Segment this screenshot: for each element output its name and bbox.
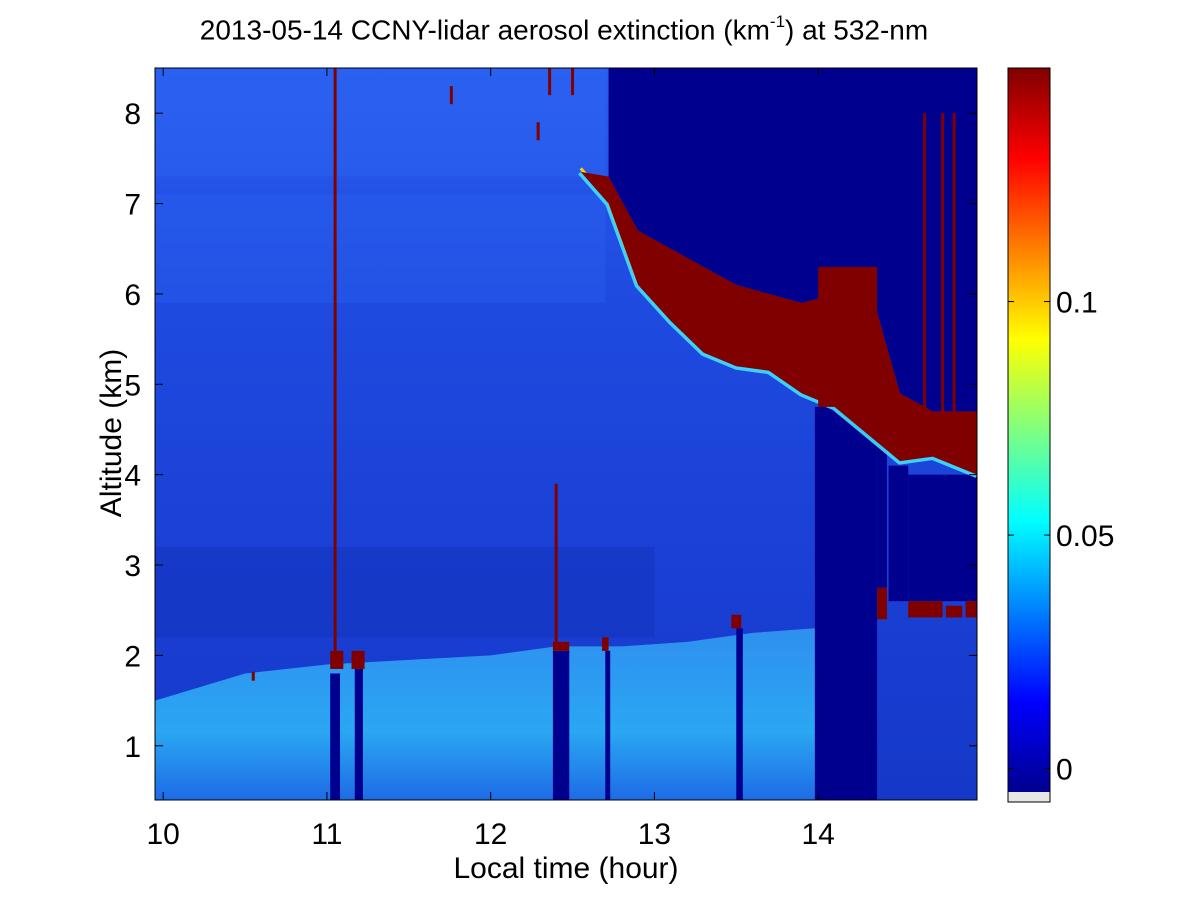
colorbar-tick-label-2: 0.1	[1056, 287, 1098, 320]
chart-title-superscript: -1	[769, 12, 786, 31]
y-tick-label-0: 1	[124, 731, 141, 764]
clean-layer-band	[155, 546, 655, 638]
no-data-column-0	[330, 673, 341, 800]
y-tick-label-7: 8	[124, 98, 141, 131]
chart-title-end: ) at 532-nm	[785, 14, 929, 46]
x-tick-label-2: 12	[474, 818, 507, 851]
y-tick-label-6: 7	[124, 189, 141, 222]
x-tick-label-3: 13	[638, 818, 671, 851]
colorbar: 0 0.05 0.1	[1007, 67, 1114, 803]
low-cloud-patch-5	[877, 587, 887, 620]
low-cloud-patch-1	[351, 650, 365, 669]
x-tick-label-1: 11	[311, 818, 342, 851]
low-cloud-patch-8	[965, 601, 977, 618]
x-tick-label-0: 10	[146, 818, 179, 851]
no-data-column-3	[605, 650, 611, 800]
x-tick-label-4: 14	[801, 818, 834, 851]
y-tick-label-2: 3	[124, 550, 141, 583]
colorbar-tick-label-1: 0.05	[1056, 520, 1114, 553]
colorbar-tick-label-0: 0	[1056, 754, 1073, 787]
cloud-block	[818, 266, 878, 407]
y-tick-label-1: 2	[124, 640, 141, 673]
no-data-column-1	[354, 668, 363, 800]
low-cloud-patch-2	[552, 641, 570, 651]
no-data-column-2	[552, 650, 570, 800]
y-tick-label-4: 5	[124, 369, 141, 402]
chart-title: 2013-05-14 CCNY-lidar aerosol extinction…	[0, 12, 1128, 46]
low-cloud-patch-0	[330, 650, 344, 669]
boundary-layer	[155, 628, 815, 800]
chart-title-main: 2013-05-14 CCNY-lidar aerosol extinction…	[199, 14, 770, 46]
low-cloud-patch-3	[602, 637, 609, 651]
x-axis-label: Local time (hour)	[453, 852, 679, 885]
no-data-column-6	[877, 438, 887, 588]
y-axis-label: Altitude (km)	[95, 348, 128, 518]
cloud-layer	[580, 171, 977, 475]
low-cloud-patch-4	[731, 614, 742, 629]
elevated-aerosol-band	[155, 194, 606, 303]
y-tick-label-3: 4	[124, 460, 141, 493]
no-data-column-5	[814, 406, 878, 800]
noisy-upper-region	[155, 68, 606, 177]
no-data-column-4	[736, 628, 743, 800]
low-cloud-patch-6	[908, 601, 943, 618]
no-data-column-8	[908, 474, 977, 602]
colorbar-nan-swatch	[1008, 792, 1050, 802]
no-data-column-7	[888, 465, 909, 602]
attenuated-no-data-region	[608, 68, 977, 412]
plot-area	[155, 68, 977, 800]
colorbar-gradient	[1008, 68, 1050, 792]
plot-frame	[154, 67, 978, 801]
colorbar-frame	[1007, 67, 1051, 803]
low-cloud-patch-7	[945, 605, 963, 618]
y-tick-label-5: 6	[124, 279, 141, 312]
